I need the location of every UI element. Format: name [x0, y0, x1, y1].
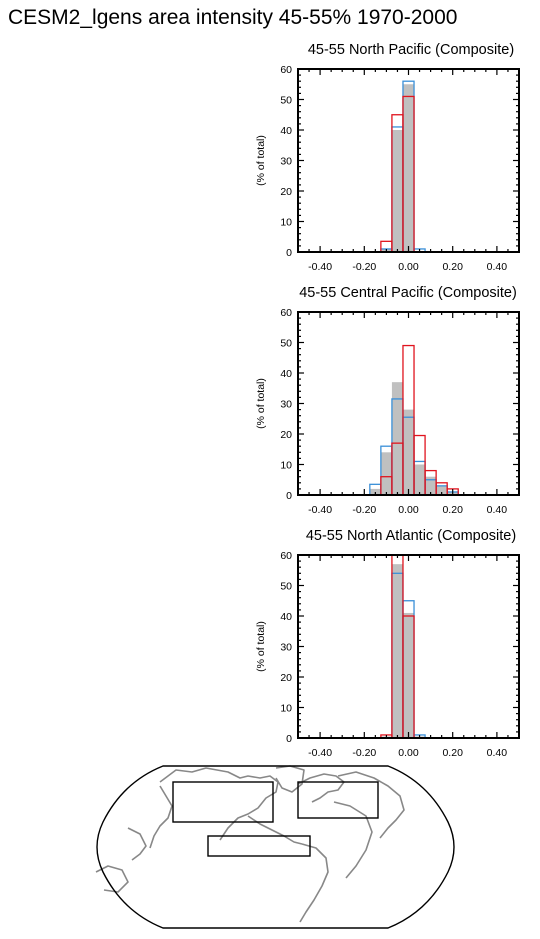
y-tick-label-north-atlantic: 40 [280, 611, 292, 623]
y-tick-label-north-pacific: 30 [280, 156, 292, 168]
y-axis-label-central-pacific: (% of total) [255, 378, 267, 429]
grey-bar-north-atlantic [402, 612, 415, 738]
region-box-central-pacific [207, 835, 311, 857]
grey-bar-central-pacific [436, 485, 448, 495]
x-tick-label-central-pacific: -0.40 [308, 504, 332, 516]
world-map [95, 765, 455, 929]
x-tick-label-north-atlantic: -0.40 [308, 747, 332, 759]
coast-central-america [247, 815, 303, 845]
coast-south-america [299, 843, 329, 923]
y-tick-label-central-pacific: 10 [280, 460, 292, 472]
x-tick-label-north-pacific: -0.40 [308, 261, 332, 273]
histogram-panels: -0.40 -0.20 0.00 0.20 0.40 0 10 20 30 40 50 60 (% of… [255, 64, 520, 759]
x-tick-label-north-pacific: 0.40 [487, 261, 508, 273]
x-tick-label-central-pacific: 0.40 [487, 504, 508, 516]
y-tick-label-north-atlantic: 20 [280, 672, 292, 684]
y-tick-label-north-pacific: 50 [280, 95, 292, 107]
y-tick-label-north-atlantic: 0 [286, 733, 292, 745]
y-tick-label-central-pacific: 0 [286, 490, 292, 502]
x-tick-label-north-pacific: 0.20 [442, 261, 463, 273]
y-tick-label-central-pacific: 30 [280, 399, 292, 411]
histogram-north-pacific: -0.40 -0.20 0.00 0.20 0.40 0 10 20 30 40 50 60 (% of… [255, 64, 520, 273]
y-tick-label-north-pacific: 40 [280, 125, 292, 137]
y-axis-label-north-pacific: (% of total) [255, 135, 267, 186]
region-box-north-pacific [172, 781, 274, 823]
grey-bar-central-pacific [380, 452, 392, 495]
coast-southeast-asia [127, 827, 147, 861]
main-title: CESM2_lgens area intensity 45-55% 1970-2… [8, 6, 458, 29]
coast-asia-pacific [149, 785, 173, 849]
coast-europe [297, 773, 345, 803]
y-tick-label-north-atlantic: 30 [280, 642, 292, 654]
y-tick-label-north-pacific: 0 [286, 247, 292, 259]
x-tick-label-north-pacific: 0.00 [398, 261, 419, 273]
grey-bar-north-pacific [391, 130, 403, 252]
panel-title-north-atlantic: 45-55 North Atlantic (Composite) [305, 528, 517, 544]
x-tick-label-central-pacific: -0.20 [352, 504, 376, 516]
grey-bar-central-pacific [425, 476, 437, 495]
coast-greenland [275, 765, 305, 793]
grey-bar-central-pacific [369, 488, 381, 495]
x-tick-label-north-atlantic: 0.40 [487, 747, 508, 759]
y-tick-label-north-atlantic: 10 [280, 703, 292, 715]
region-box-north-atlantic [297, 781, 379, 819]
map-coastlines [95, 765, 405, 923]
grey-bar-north-pacific [402, 84, 415, 252]
y-tick-label-north-pacific: 60 [280, 64, 292, 76]
grey-bar-central-pacific [391, 382, 403, 495]
coast-asia-east [337, 771, 405, 839]
y-tick-label-north-pacific: 10 [280, 217, 292, 229]
x-tick-label-north-atlantic: -0.20 [352, 747, 376, 759]
coast-africa [333, 801, 373, 879]
grey-bar-central-pacific [402, 409, 415, 495]
y-tick-label-central-pacific: 20 [280, 429, 292, 441]
grey-bar-north-atlantic [391, 564, 403, 738]
coast-alaska-canada [159, 767, 279, 841]
y-tick-label-central-pacific: 40 [280, 368, 292, 380]
histogram-central-pacific: -0.40 -0.20 0.00 0.20 0.40 0 10 20 30 40 50 60 (% of… [255, 307, 520, 516]
grey-bar-central-pacific [414, 464, 426, 495]
x-tick-label-central-pacific: 0.20 [442, 504, 463, 516]
histogram-north-atlantic: -0.40 -0.20 0.00 0.20 0.40 0 10 20 30 40 50 60 (% of… [255, 550, 520, 759]
y-axis-label-north-atlantic: (% of total) [255, 621, 267, 672]
panel-title-central-pacific: 45-55 Central Pacific (Composite) [299, 285, 517, 301]
panel-title-north-pacific: 45-55 North Pacific (Composite) [307, 42, 515, 58]
y-tick-label-north-atlantic: 60 [280, 550, 292, 562]
x-tick-label-north-atlantic: 0.20 [442, 747, 463, 759]
y-tick-label-central-pacific: 50 [280, 338, 292, 350]
y-tick-label-north-atlantic: 50 [280, 581, 292, 593]
x-tick-label-central-pacific: 0.00 [398, 504, 419, 516]
y-tick-label-central-pacific: 60 [280, 307, 292, 319]
y-tick-label-north-pacific: 20 [280, 186, 292, 198]
map-outline [96, 765, 455, 929]
x-tick-label-north-atlantic: 0.00 [398, 747, 419, 759]
x-tick-label-north-pacific: -0.20 [352, 261, 376, 273]
